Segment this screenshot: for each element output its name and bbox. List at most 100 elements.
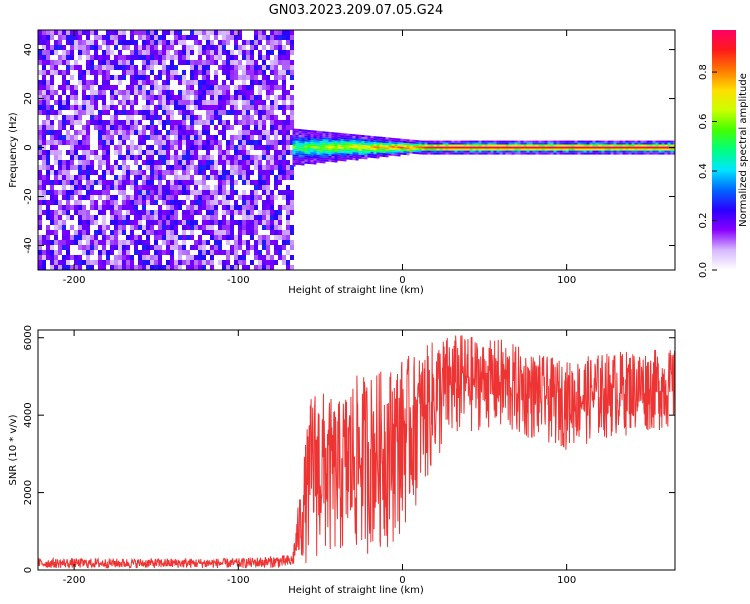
- heatmap-cell: [481, 142, 485, 145]
- heatmap-cell: [242, 65, 246, 70]
- heatmap-cell: [54, 155, 58, 160]
- heatmap-cell: [174, 35, 178, 40]
- heatmap-cell: [110, 120, 114, 125]
- heatmap-cell: [349, 145, 353, 148]
- heatmap-cell: [442, 142, 446, 145]
- heatmap-cell: [174, 205, 178, 210]
- heatmap-cell: [182, 70, 186, 75]
- heatmap-cell: [508, 146, 512, 149]
- heatmap-cell: [94, 95, 98, 100]
- heatmap-cell: [154, 85, 158, 90]
- heatmap-cell: [110, 95, 114, 100]
- heatmap-cell: [142, 265, 146, 270]
- heatmap-cell: [166, 260, 170, 265]
- heatmap-cell: [242, 75, 246, 80]
- y-tick-label: -20: [23, 188, 34, 204]
- heatmap-cell: [490, 150, 494, 153]
- heatmap-cell: [250, 45, 254, 50]
- heatmap-cell: [592, 142, 596, 145]
- heatmap-cell: [298, 157, 302, 160]
- heatmap-cell: [74, 145, 78, 150]
- heatmap-cell: [517, 148, 521, 151]
- heatmap-cell: [230, 35, 234, 40]
- heatmap-cell: [190, 35, 194, 40]
- heatmap-cell: [198, 55, 202, 60]
- heatmap-cell: [138, 85, 142, 90]
- heatmap-cell: [86, 195, 90, 200]
- heatmap-cell: [322, 151, 326, 154]
- heatmap-cell: [126, 65, 130, 70]
- heatmap-cell: [98, 145, 102, 150]
- heatmap-cell: [202, 90, 206, 95]
- heatmap-cell: [50, 240, 54, 245]
- heatmap-cell: [295, 140, 299, 143]
- heatmap-cell: [331, 150, 335, 153]
- heatmap-cell: [194, 165, 198, 170]
- heatmap-cell: [361, 141, 365, 143]
- heatmap-cell: [110, 135, 114, 140]
- heatmap-cell: [316, 144, 320, 147]
- heatmap-cell: [66, 40, 70, 45]
- heatmap-cell: [364, 145, 368, 148]
- heatmap-cell: [202, 95, 206, 100]
- heatmap-cell: [282, 120, 286, 125]
- heatmap-cell: [66, 35, 70, 40]
- heatmap-cell: [90, 190, 94, 195]
- heatmap-cell: [198, 170, 202, 175]
- heatmap-cell: [90, 85, 94, 90]
- heatmap-cell: [154, 40, 158, 45]
- heatmap-cell: [286, 250, 290, 255]
- heatmap-cell: [631, 140, 635, 143]
- heatmap-cell: [226, 120, 230, 125]
- heatmap-cell: [278, 180, 282, 185]
- heatmap-cell: [346, 137, 350, 140]
- heatmap-cell: [310, 144, 314, 147]
- heatmap-cell: [230, 30, 234, 35]
- heatmap-cell: [118, 230, 122, 235]
- heatmap-cell: [102, 215, 106, 220]
- heatmap-cell: [178, 175, 182, 180]
- heatmap-cell: [130, 125, 134, 130]
- heatmap-cell: [577, 144, 581, 147]
- heatmap-cell: [62, 70, 66, 75]
- heatmap-cell: [150, 85, 154, 90]
- heatmap-cell: [86, 55, 90, 60]
- heatmap-cell: [628, 148, 632, 151]
- heatmap-cell: [254, 165, 258, 170]
- heatmap-cell: [130, 180, 134, 185]
- heatmap-cell: [202, 155, 206, 160]
- heatmap-cell: [78, 205, 82, 210]
- heatmap-cell: [142, 260, 146, 265]
- heatmap-cell: [86, 175, 90, 180]
- heatmap-cell: [230, 180, 234, 185]
- heatmap-cell: [190, 180, 194, 185]
- heatmap-cell: [194, 120, 198, 125]
- heatmap-cell: [532, 148, 536, 151]
- heatmap-cell: [547, 152, 551, 155]
- heatmap-cell: [238, 45, 242, 50]
- heatmap-cell: [511, 140, 515, 143]
- heatmap-cell: [290, 190, 294, 195]
- heatmap-cell: [313, 136, 317, 139]
- heatmap-cell: [270, 35, 274, 40]
- heatmap-cell: [122, 110, 126, 115]
- heatmap-cell: [238, 160, 242, 165]
- heatmap-cell: [246, 115, 250, 120]
- heatmap-cell: [250, 170, 254, 175]
- heatmap-cell: [106, 105, 110, 110]
- heatmap-cell: [607, 152, 611, 155]
- heatmap-cell: [130, 35, 134, 40]
- heatmap-cell: [337, 158, 341, 161]
- heatmap-cell: [535, 142, 539, 145]
- heatmap-cell: [376, 156, 380, 159]
- x-tick-label: 100: [557, 575, 576, 586]
- heatmap-cell: [202, 185, 206, 190]
- heatmap-cell: [50, 85, 54, 90]
- heatmap-cell: [230, 235, 234, 240]
- heatmap-cell: [102, 80, 106, 85]
- heatmap-cell: [166, 180, 170, 185]
- heatmap-cell: [499, 150, 503, 153]
- heatmap-cell: [496, 152, 500, 155]
- heatmap-cell: [218, 250, 222, 255]
- heatmap-cell: [661, 152, 665, 155]
